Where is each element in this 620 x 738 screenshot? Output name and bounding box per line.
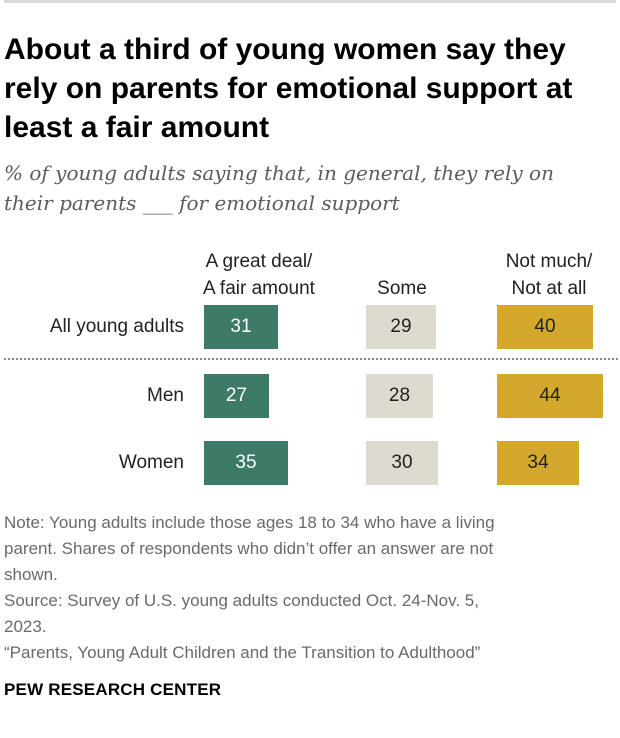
bar-value-label: 40 bbox=[534, 316, 556, 337]
column-header: Some bbox=[377, 278, 427, 299]
bar-value-label: 35 bbox=[235, 452, 257, 473]
bar-value-label: 29 bbox=[390, 316, 412, 337]
bar: 30 bbox=[366, 441, 438, 485]
notes-block: Note: Young adults include those ages 18… bbox=[4, 510, 616, 666]
note-text: shown. bbox=[4, 565, 58, 584]
report-title: “Parents, Young Adult Children and the T… bbox=[4, 643, 481, 662]
source-text: Source: Survey of U.S. young adults cond… bbox=[4, 591, 479, 610]
row-label: Women bbox=[118, 452, 184, 473]
top-rule bbox=[4, 0, 616, 3]
note-text: parent. Shares of respondents who didn’t… bbox=[4, 539, 494, 558]
bar: 44 bbox=[497, 374, 603, 418]
chart-subtitle: % of young adults saying that, in genera… bbox=[4, 161, 554, 215]
brand-logo-text: PEW RESEARCH CENTER bbox=[4, 680, 222, 699]
bar-value-label: 34 bbox=[527, 452, 549, 473]
source-text: 2023. bbox=[4, 617, 47, 636]
bar: 35 bbox=[204, 441, 288, 485]
bar-value-label: 27 bbox=[225, 385, 248, 406]
bar: 31 bbox=[204, 305, 278, 349]
bar-value-label: 31 bbox=[230, 316, 252, 337]
bar: 34 bbox=[497, 441, 579, 485]
bar: 27 bbox=[204, 374, 269, 418]
chart-title: About a third of young women say they re… bbox=[4, 33, 573, 144]
bar-value-label: 28 bbox=[388, 385, 411, 406]
row-label: All young adults bbox=[49, 316, 184, 337]
bar: 28 bbox=[366, 374, 433, 418]
bar: 29 bbox=[366, 305, 436, 349]
column-header: A great deal/ bbox=[205, 251, 313, 272]
column-header: Not much/ bbox=[505, 251, 593, 272]
column-header: A fair amount bbox=[203, 278, 315, 299]
bar: 40 bbox=[497, 305, 593, 349]
row-divider bbox=[4, 358, 618, 360]
row-label: Men bbox=[147, 385, 184, 406]
bar-value-label: 44 bbox=[539, 385, 561, 406]
note-text: Note: Young adults include those ages 18… bbox=[4, 513, 495, 532]
bar-value-label: 30 bbox=[391, 452, 413, 473]
column-header: Not at all bbox=[511, 278, 587, 299]
